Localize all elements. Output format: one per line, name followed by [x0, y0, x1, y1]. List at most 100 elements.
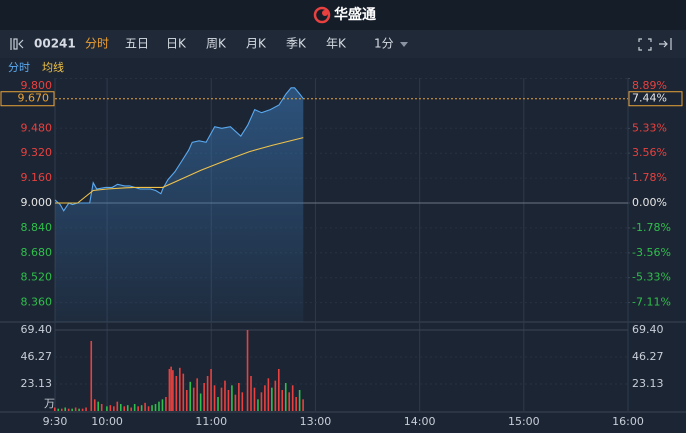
volume-bar — [175, 375, 178, 411]
volume-bar — [100, 403, 103, 411]
y2-tick-label: 1.78% — [632, 171, 667, 184]
volume-bar — [213, 385, 216, 411]
volume-tick-label: 69.40 — [632, 323, 664, 336]
volume-bar — [93, 399, 96, 411]
y2-tick-label: -3.56% — [632, 246, 671, 259]
y-tick-label: 9.800 — [21, 79, 53, 92]
volume-bar — [192, 387, 195, 411]
tab[interactable]: 年K — [326, 37, 347, 51]
volume-bar — [71, 408, 73, 411]
volume-bar — [158, 401, 160, 411]
y2-tick-label: 3.56% — [632, 146, 667, 159]
volume-bar — [196, 378, 198, 411]
tab[interactable]: 周K — [206, 37, 227, 51]
tabs: 分时 五日 日K 周K 月K 季K 年K — [85, 37, 347, 51]
x-tick-label: 13:00 — [300, 415, 332, 428]
volume-bar — [60, 408, 63, 411]
exit-icon[interactable] — [659, 38, 672, 50]
volume-bar — [203, 382, 205, 411]
volume-bar — [67, 408, 70, 411]
volume-bar — [295, 396, 297, 411]
collapse-icon[interactable] — [10, 38, 24, 50]
volume-bar — [241, 392, 244, 411]
volume-bar — [54, 407, 56, 411]
fullscreen-icon[interactable] — [638, 38, 652, 51]
volume-bar — [113, 406, 115, 411]
volume-bar — [161, 399, 164, 411]
y-tick-label: 9.320 — [21, 146, 53, 159]
volume-bar — [274, 380, 277, 411]
volume-bar — [81, 408, 84, 411]
legend-entry: 均线 — [42, 60, 64, 74]
y-tick-label: 8.840 — [21, 221, 53, 234]
volume-bar — [147, 406, 150, 411]
volume-bar — [250, 375, 252, 411]
volume-tick-label: 69.40 — [21, 323, 53, 336]
volume-bar — [182, 373, 185, 411]
volume-unit: 万 — [44, 397, 55, 410]
legend-entry: 分时 — [8, 61, 30, 74]
volume-bar — [288, 392, 291, 411]
volume-bar — [170, 366, 172, 411]
logo-text: 华盛通 — [334, 6, 376, 23]
volume-bar — [206, 375, 209, 411]
volume-bar — [281, 389, 284, 411]
volume-bar — [234, 394, 237, 411]
volume-tick-label: 23.13 — [21, 377, 53, 390]
volume-tick-label: 46.27 — [632, 350, 664, 363]
volume-bar — [144, 402, 146, 411]
volume-bar — [253, 387, 256, 411]
current-price-box — [0, 91, 55, 107]
volume-bar — [210, 368, 212, 411]
tab[interactable]: 五日 — [125, 37, 149, 51]
interval-select[interactable]: 1分 — [374, 37, 394, 51]
volume-bar — [140, 405, 143, 411]
price-area — [55, 87, 304, 322]
volume-bar — [267, 378, 270, 411]
volume-bar — [90, 340, 93, 411]
tab[interactable]: 日K — [166, 37, 187, 51]
volume-bar — [106, 406, 108, 411]
volume-bar — [224, 380, 226, 411]
y-tick-label: 8.360 — [21, 296, 53, 309]
volume-bar — [284, 382, 287, 411]
volume-bar — [133, 403, 136, 411]
x-tick-label: 14:00 — [404, 415, 436, 428]
volume-bar — [227, 389, 230, 411]
volume-bar — [231, 385, 233, 411]
volume-bar — [199, 393, 202, 411]
tab[interactable]: 分时 — [85, 37, 109, 51]
price-line — [54, 87, 304, 212]
volume-bar — [260, 392, 263, 411]
current-pct-label: 7.44% — [632, 92, 667, 105]
volume-bar — [238, 382, 240, 411]
volume-bar — [291, 385, 294, 411]
volume-bar — [271, 387, 273, 411]
volume-bar — [116, 401, 119, 411]
toolbar — [0, 30, 686, 58]
volume-bar — [130, 407, 132, 411]
stock-code: 00241 — [34, 37, 76, 51]
volume-bar — [154, 403, 157, 411]
y-tick-label: 9.000 — [21, 196, 53, 209]
tab[interactable]: 季K — [286, 37, 307, 51]
dropdown-arrow[interactable] — [400, 42, 408, 47]
y-tick-label: 9.160 — [21, 171, 53, 184]
x-tick-label: 16:00 — [612, 415, 644, 428]
x-tick-label: 11:00 — [195, 415, 227, 428]
logo-icon — [313, 6, 331, 24]
y2-tick-label: -1.78% — [632, 221, 671, 234]
volume-bar — [126, 405, 129, 411]
volume-bar — [220, 387, 223, 411]
tab[interactable]: 月K — [246, 37, 267, 51]
volume-bar — [165, 396, 167, 411]
volume-bar — [257, 399, 259, 411]
y2-tick-label: -7.11% — [632, 296, 671, 309]
volume-tick-label: 46.27 — [21, 350, 53, 363]
volume-bar — [172, 370, 174, 411]
x-tick-label: 9:30 — [43, 415, 68, 428]
volume-bar — [302, 399, 304, 411]
volume-bar — [78, 408, 80, 411]
